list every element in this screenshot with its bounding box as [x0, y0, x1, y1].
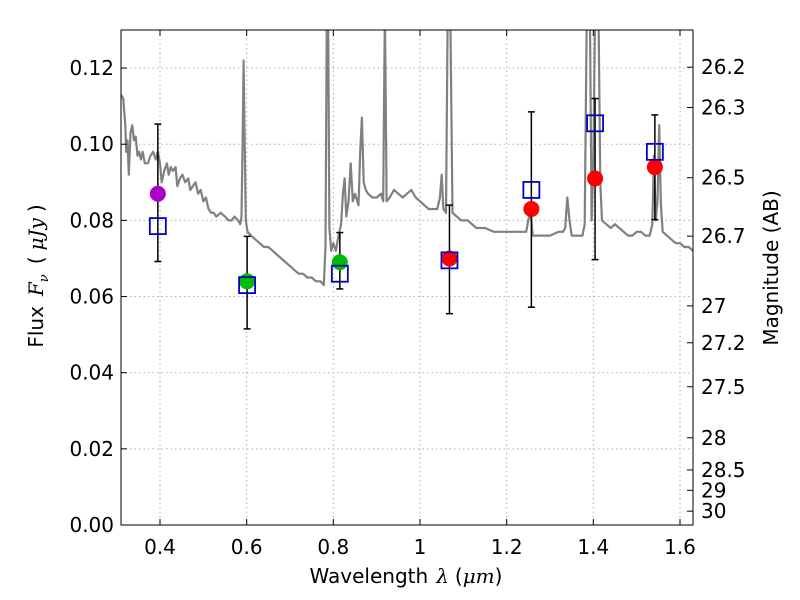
model-spectrum-line [121, 30, 693, 287]
y-tick-label: 0.12 [69, 56, 114, 80]
x-tick-label: 0.6 [231, 535, 263, 559]
x-tick-label: 1.6 [664, 535, 696, 559]
model-photometry-point [522, 181, 541, 199]
x-tick-label: 0.8 [317, 535, 349, 559]
mag-tick-label: 27 [701, 294, 726, 318]
x-tick-label: 0.4 [144, 535, 176, 559]
observed-point [523, 200, 540, 217]
observed-point [587, 170, 604, 187]
mag-tick-label: 26.2 [701, 55, 746, 79]
mag-tick-label: 26.5 [701, 166, 746, 190]
model-spectrum-layer [121, 30, 693, 287]
observed-point [149, 185, 166, 202]
mag-tick-label: 28 [701, 426, 726, 450]
model-photometry-point [440, 251, 459, 270]
model-photometry-point [645, 142, 664, 161]
mag-tick-label: 27.5 [701, 375, 746, 399]
x-tick-label: 1.4 [577, 535, 609, 559]
grid-layer [121, 30, 693, 526]
mag-tick-label: 28.5 [701, 458, 746, 482]
x-tick-label: 1 [414, 535, 427, 559]
y-tick-label: 0.06 [69, 285, 114, 309]
x-axis-label: Wavelength λ (μm) [310, 564, 503, 588]
mag-tick-label: 26.3 [701, 95, 746, 119]
ticks-layer: 0.4 0.6 0.8 1 1.2 1.4 1.6 0.00 0.02 0.04 0.06 0.08 0… [69, 30, 746, 559]
mag-tick-label: 26.7 [701, 224, 746, 248]
observed-point [646, 159, 663, 176]
model-photometry-point [148, 217, 167, 235]
observed-point [239, 273, 256, 290]
mag-tick-label: 30 [701, 499, 726, 523]
model-photometry-point [586, 114, 604, 133]
y-axis-label: FluxFν(μJy) [24, 204, 52, 347]
x-tick-label: 1.2 [491, 535, 523, 559]
plot-frame [120, 29, 694, 526]
mag-tick-label: 29 [701, 478, 726, 502]
y-tick-label: 0.08 [69, 208, 114, 232]
y-tick-label: 0.04 [69, 361, 114, 385]
y-tick-label: 0.10 [69, 132, 114, 156]
model-photometry-point [330, 264, 349, 283]
y-tick-label: 0.02 [69, 437, 114, 461]
observed-point [331, 254, 348, 271]
y2-axis-label: Magnitude (AB) [759, 190, 783, 345]
mag-tick-label: 27.2 [701, 331, 746, 355]
model-photometry-point [238, 276, 257, 295]
error-bar-layer [154, 97, 659, 330]
model-photometry-layer [148, 114, 664, 295]
y-tick-label: 0.00 [69, 513, 114, 537]
